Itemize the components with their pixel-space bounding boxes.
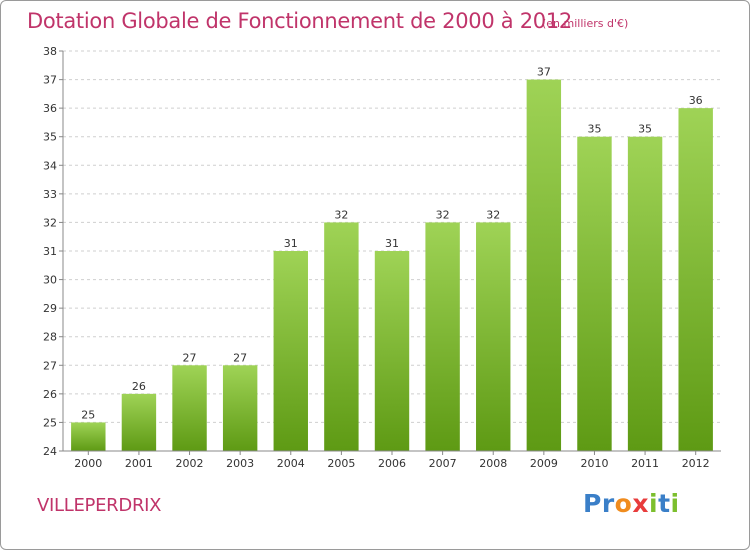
- y-tick-label: 36: [43, 102, 57, 115]
- x-tick-label: 2004: [277, 457, 305, 470]
- bar: [476, 222, 511, 451]
- y-tick-label: 38: [43, 45, 57, 58]
- x-tick-label: 2011: [631, 457, 659, 470]
- bar-value-label: 35: [638, 123, 652, 136]
- bar-value-label: 37: [537, 66, 551, 79]
- logo-letter: o: [614, 489, 633, 518]
- y-tick-label: 29: [43, 302, 57, 315]
- x-tick-label: 2003: [226, 457, 254, 470]
- x-tick-label: 2007: [429, 457, 457, 470]
- labels-layer: 24 25 26 27 28 29 30 31 32 33 34 35 36 37 38 25 2000 26 20…: [43, 45, 710, 470]
- y-tick-label: 37: [43, 74, 57, 87]
- bar: [71, 422, 106, 451]
- logo-letter: x: [632, 489, 649, 518]
- x-tick-label: 2012: [682, 457, 710, 470]
- y-tick-label: 32: [43, 216, 57, 229]
- bar-value-label: 35: [587, 123, 601, 136]
- bar: [678, 108, 713, 452]
- bar: [324, 222, 359, 451]
- y-tick-label: 30: [43, 274, 57, 287]
- x-tick-label: 2010: [580, 457, 608, 470]
- bar: [425, 222, 460, 451]
- bar-value-label: 31: [385, 237, 399, 250]
- bar-value-label: 27: [233, 351, 247, 364]
- y-tick-label: 33: [43, 188, 57, 201]
- logo-letter: i: [649, 489, 659, 518]
- bar-value-label: 25: [81, 408, 95, 421]
- y-tick-label: 27: [43, 359, 57, 372]
- y-tick-label: 35: [43, 131, 57, 144]
- chart-title: Dotation Globale de Fonctionnement de 20…: [27, 9, 572, 33]
- bar: [222, 365, 258, 451]
- bar: [121, 393, 157, 451]
- commune-name: VILLEPERDRIX: [37, 495, 162, 516]
- logo-letter: P: [583, 489, 602, 518]
- bar: [577, 136, 612, 451]
- proxiti-logo: Proxiti: [583, 489, 680, 518]
- bar-value-label: 27: [183, 351, 197, 364]
- y-tick-label: 25: [43, 416, 57, 429]
- logo-letter: i: [670, 489, 680, 518]
- bars-layer: [71, 79, 713, 452]
- bar: [374, 251, 410, 451]
- y-tick-label: 34: [43, 159, 57, 172]
- bar: [172, 365, 207, 451]
- bar: [273, 251, 308, 451]
- chart-unit: (en milliers d'€): [542, 17, 629, 30]
- bar: [526, 79, 562, 452]
- logo-letter: t: [658, 489, 671, 518]
- x-tick-label: 2002: [176, 457, 204, 470]
- x-tick-label: 2005: [327, 457, 355, 470]
- bar-value-label: 26: [132, 380, 146, 393]
- y-tick-label: 24: [43, 445, 57, 458]
- bar-value-label: 36: [689, 94, 703, 107]
- x-tick-label: 2008: [479, 457, 507, 470]
- bar: [627, 136, 663, 451]
- x-tick-label: 2006: [378, 457, 406, 470]
- bar-value-label: 32: [486, 208, 500, 221]
- y-tick-label: 28: [43, 331, 57, 344]
- bar-value-label: 32: [334, 208, 348, 221]
- x-tick-label: 2001: [125, 457, 153, 470]
- x-tick-label: 2009: [530, 457, 558, 470]
- logo-letter: r: [601, 489, 615, 518]
- axis-layer: [59, 50, 721, 455]
- y-tick-label: 31: [43, 245, 57, 258]
- bar-value-label: 31: [284, 237, 298, 250]
- y-tick-label: 26: [43, 388, 57, 401]
- x-tick-label: 2000: [74, 457, 102, 470]
- bar-value-label: 32: [436, 208, 450, 221]
